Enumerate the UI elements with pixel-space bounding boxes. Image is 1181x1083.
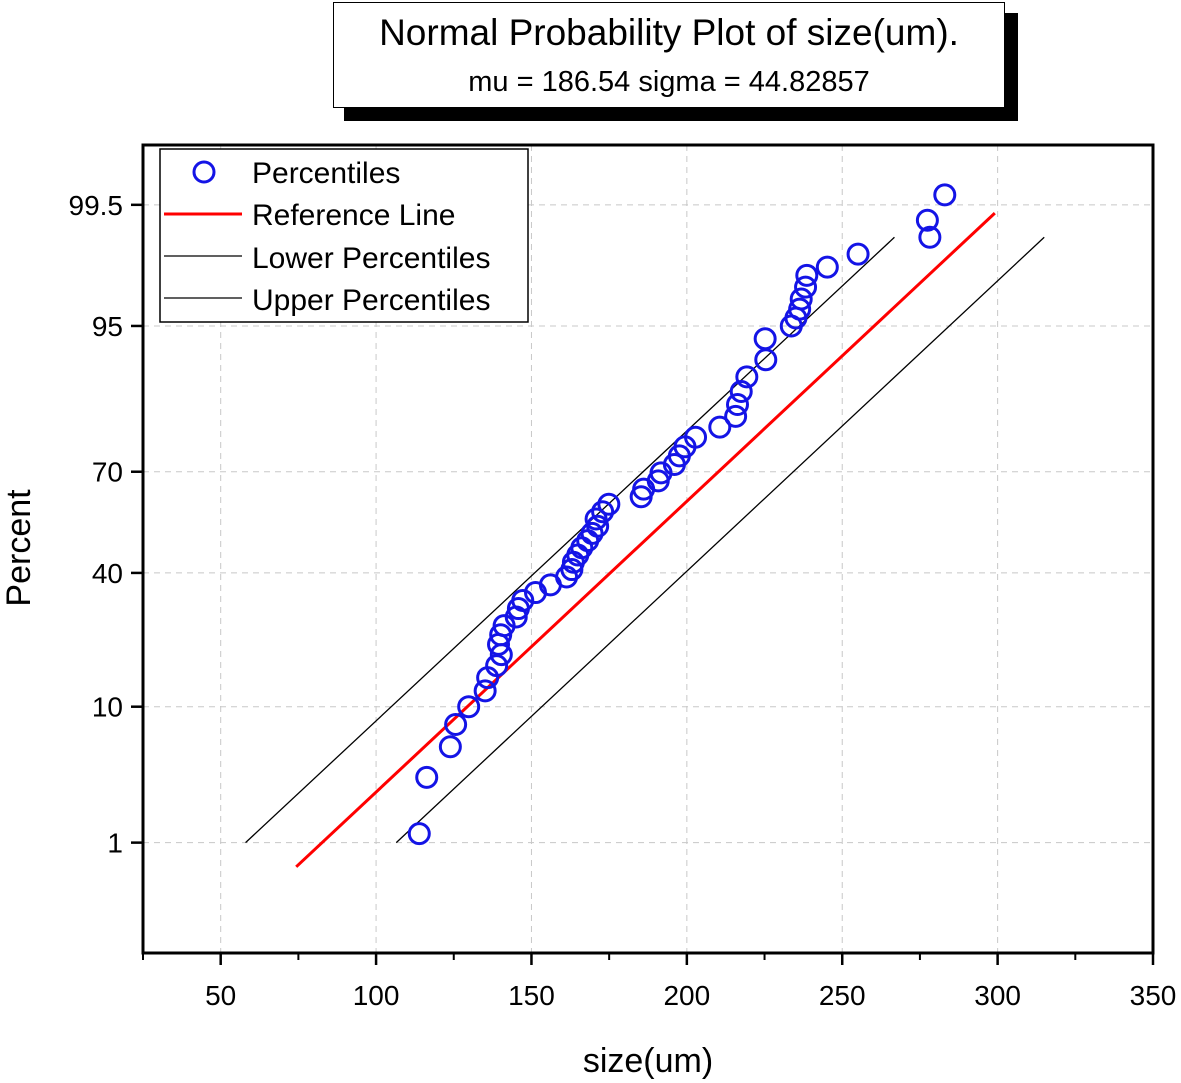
percentile-point	[815, 255, 839, 279]
legend-label-reference: Reference Line	[252, 199, 455, 232]
x-tick-label: 350	[1130, 980, 1177, 1011]
percentile-point	[915, 208, 939, 232]
percentile-point	[597, 492, 621, 516]
x-tick-label: 200	[663, 980, 710, 1011]
plot-frame	[141, 143, 1155, 955]
percentile-point	[933, 183, 957, 207]
percentile-point	[457, 695, 481, 719]
y-tick-label: 99.5	[69, 190, 124, 221]
percentile-point	[846, 242, 870, 266]
percentile-point	[754, 348, 778, 372]
y-tick-label: 70	[92, 457, 123, 488]
percentile-point	[795, 263, 819, 287]
confidence-bounds	[245, 236, 1045, 844]
legend-box	[159, 148, 529, 323]
percentile-points	[407, 183, 957, 846]
legend-label-upper: Upper Percentiles	[252, 284, 490, 317]
percentile-point	[729, 380, 753, 404]
legend-marker-percentiles	[192, 160, 216, 184]
percentile-point	[918, 225, 942, 249]
x-axis: 50 100 150 200 250 300 350	[142, 953, 1177, 1011]
upper-percentile-line	[395, 236, 1045, 844]
x-tick-label: 250	[819, 980, 866, 1011]
x-axis-title: size(um)	[583, 1042, 713, 1080]
x-tick-label: 150	[508, 980, 555, 1011]
percentile-point	[511, 588, 535, 612]
percentile-point	[580, 521, 604, 545]
percentile-point	[789, 287, 813, 311]
percentile-point	[438, 735, 462, 759]
y-tick-label: 95	[92, 311, 123, 342]
percentile-point	[684, 425, 708, 449]
percentile-point	[794, 275, 818, 299]
percentile-point	[407, 822, 431, 846]
reference-line	[295, 212, 996, 868]
y-axis: 1 10 40 70 95 99.5	[69, 190, 143, 859]
percentile-point	[724, 404, 748, 428]
percentile-point	[735, 365, 759, 389]
x-tick-label: 50	[205, 980, 236, 1011]
x-tick-label: 100	[353, 980, 400, 1011]
reference-line-layer	[295, 212, 996, 868]
percentile-point	[584, 507, 608, 531]
y-tick-label: 1	[107, 828, 123, 859]
percentile-point	[473, 679, 497, 703]
legend-label-lower: Lower Percentiles	[252, 242, 490, 275]
chart-subtitle: mu = 186.54 sigma = 44.82857	[468, 66, 870, 98]
lower-percentile-line	[245, 236, 895, 844]
y-tick-label: 40	[92, 558, 123, 589]
legend: Percentiles Reference Line Lower Percent…	[159, 148, 529, 323]
percentile-point	[753, 327, 777, 351]
title-box: Normal Probability Plot of size(um). mu …	[333, 2, 1005, 108]
legend-label-percentiles: Percentiles	[252, 157, 400, 190]
x-tick-label: 300	[974, 980, 1021, 1011]
chart-title: Normal Probability Plot of size(um).	[379, 12, 959, 53]
percentile-point	[708, 415, 732, 439]
percentile-point	[415, 765, 439, 789]
percentile-point	[726, 393, 750, 417]
percentile-point	[788, 297, 812, 321]
percentile-point	[444, 713, 468, 737]
percentile-point	[591, 500, 615, 524]
y-axis-title: Percent	[0, 489, 38, 607]
y-tick-label: 10	[92, 692, 123, 723]
